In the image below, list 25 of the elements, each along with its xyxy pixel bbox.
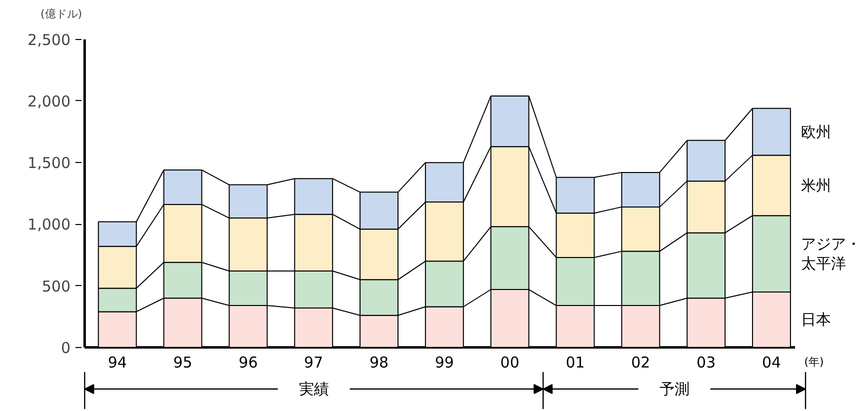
series-label: アジア・太平洋 [800,234,858,273]
x-tick-label: 95 [173,354,192,372]
series-label: 米州 [800,176,831,194]
y-tick-label: 0 [60,338,71,357]
x-tick-label: 97 [304,354,324,372]
series-label: 日本 [800,310,831,329]
x-tick-label: 00 [500,354,520,372]
x-tick-label: 02 [631,354,650,372]
x-axis-title: (年) [804,356,824,369]
y-tick-label: 1,500 [28,154,71,172]
x-tick-label: 03 [696,354,716,372]
text: 予測 [659,380,690,398]
series-label: 欧州 [800,122,831,141]
y-tick-label: 2,000 [28,92,71,110]
x-tick-label: 94 [108,354,127,372]
y-tick-label: 2,500 [28,30,71,49]
text: 実績 [298,380,329,398]
chart-title: (億ドル) [40,8,82,20]
x-tick-label: 01 [566,354,585,372]
y-tick-label: 1,000 [28,216,71,234]
x-tick-label: 98 [369,354,389,372]
x-tick-label: 04 [762,354,782,372]
x-tick-label: 96 [238,354,258,372]
y-tick-label: 500 [42,277,71,296]
x-tick-label: 99 [434,354,454,372]
